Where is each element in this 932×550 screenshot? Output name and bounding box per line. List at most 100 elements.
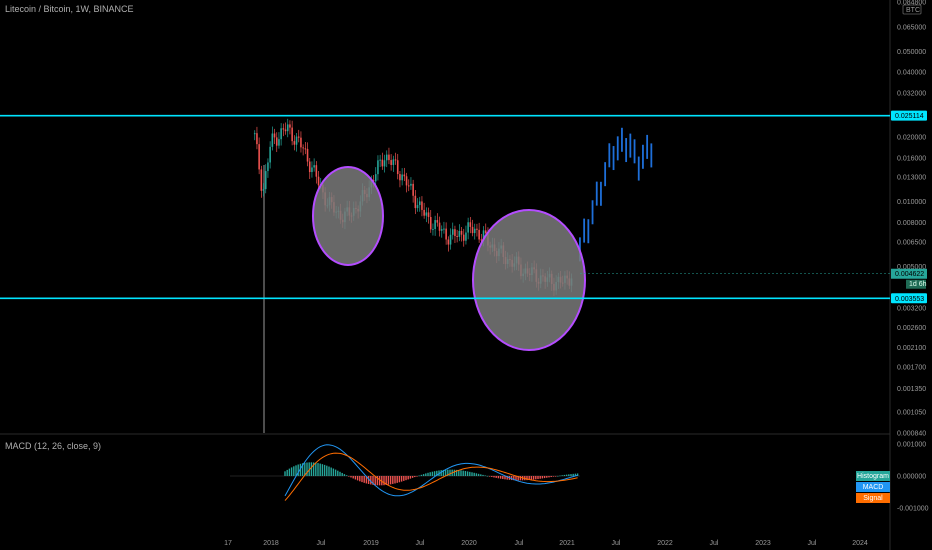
macd-histogram-bar <box>436 470 438 476</box>
candle-body <box>385 154 388 161</box>
macd-histogram-bar <box>499 476 502 479</box>
macd-histogram-bar <box>526 476 528 481</box>
candle-body <box>394 159 397 161</box>
candle-body <box>427 212 430 217</box>
x-tick-label: Jul <box>808 540 817 547</box>
candle-body <box>410 183 412 186</box>
candle-body <box>278 139 280 146</box>
macd-histogram-bar <box>343 474 346 476</box>
macd-histogram-bar <box>433 471 436 476</box>
candle-body <box>308 161 311 173</box>
candle-body <box>471 226 474 234</box>
main-panel <box>0 0 890 434</box>
candle-body <box>271 133 274 147</box>
macd-histogram-bar <box>299 463 302 476</box>
projection-bar <box>600 181 602 206</box>
macd-histogram-bar <box>537 476 539 480</box>
candle-body <box>458 230 461 237</box>
y-tick-label: 0.001700 <box>897 365 926 372</box>
y-tick-label: 0.010000 <box>897 199 926 206</box>
macd-histogram-bar <box>429 472 431 476</box>
x-tick-label: 2019 <box>363 540 379 547</box>
macd-histogram-bar <box>541 476 544 479</box>
candle-body <box>429 216 432 230</box>
last-price-tag <box>891 268 927 279</box>
macd-histogram-bar <box>513 476 515 481</box>
macd-histogram-bar <box>374 476 376 486</box>
macd-title: MACD (12, 26, close, 9) <box>5 441 102 451</box>
macd-histogram-bar <box>321 464 324 476</box>
macd-histogram-bar <box>447 469 449 476</box>
macd-histogram-bar <box>559 475 561 477</box>
projection-bar <box>604 162 607 187</box>
candle-body <box>286 124 289 132</box>
candle-body <box>447 239 450 245</box>
candle-body <box>484 230 487 234</box>
macd-histogram-bar <box>466 471 469 476</box>
currency-badge-label: BTC <box>906 7 920 14</box>
macd-histogram-bar <box>394 476 396 484</box>
macd-histogram-bar <box>332 468 335 476</box>
candle-body <box>269 146 271 163</box>
y-tick-label: 0.002600 <box>897 325 926 332</box>
projection-bar <box>646 134 649 159</box>
x-tick-label: Jul <box>317 540 326 547</box>
macd-histogram-bar <box>323 464 326 476</box>
macd-histogram-bar <box>396 476 398 483</box>
candle-body <box>416 205 419 209</box>
x-tick-label: Jul <box>515 540 524 547</box>
y-tick-label: 0.008000 <box>897 220 926 227</box>
macd-histogram-bar <box>304 462 306 476</box>
projection-bar <box>583 218 586 243</box>
candle-body <box>317 176 320 186</box>
macd-histogram-bar <box>288 468 291 476</box>
candle-body <box>436 220 439 223</box>
candle-body <box>267 162 269 172</box>
candle-body <box>480 239 483 241</box>
x-tick-label: 2018 <box>263 540 279 547</box>
macd-histogram-bar <box>310 462 313 476</box>
projection-bar <box>629 133 632 158</box>
candle-body <box>432 229 434 231</box>
macd-histogram-bar <box>422 474 425 476</box>
macd-histogram-bar <box>293 466 295 476</box>
y-tick-label: 0.084800 <box>897 0 926 7</box>
macd-histogram-bar <box>469 471 471 476</box>
candle-body <box>412 183 414 196</box>
candle-body <box>443 228 445 230</box>
macd-histogram-bar <box>473 472 475 476</box>
candle-body <box>465 232 467 241</box>
macd-histogram-bar <box>543 476 546 479</box>
candle-body <box>258 144 260 170</box>
macd-y-tick-label: 0.000000 <box>897 474 926 481</box>
macd-histogram-bar <box>460 470 462 476</box>
macd-histogram-bar <box>563 474 566 476</box>
macd-histogram-bar <box>290 467 293 476</box>
macd-histogram-bar <box>497 476 500 479</box>
candle-body <box>421 201 423 210</box>
macd-histogram-bar <box>392 476 394 484</box>
macd-histogram-bar <box>356 476 359 481</box>
y-tick-label: 0.065000 <box>897 24 926 31</box>
chart-title: Litecoin / Bitcoin, 1W, BINANCE <box>5 4 134 14</box>
candle-body <box>425 212 428 216</box>
macd-histogram-bar <box>354 476 357 480</box>
macd-histogram-bar <box>409 476 412 479</box>
macd-histogram-bar <box>539 476 541 479</box>
macd-histogram-bar <box>495 476 497 478</box>
candle-body <box>262 189 265 191</box>
candle-body <box>396 160 399 175</box>
macd-histogram-bar <box>348 476 350 477</box>
macd-histogram-bar <box>504 476 506 480</box>
y-tick-label: 0.040000 <box>897 70 926 77</box>
macd-histogram-bar <box>431 471 434 476</box>
macd-histogram-bar <box>548 476 550 478</box>
macd-histogram-bar <box>350 476 352 478</box>
candle-body <box>451 229 454 235</box>
y-tick-label: 0.000840 <box>897 431 926 438</box>
macd-histogram-bar <box>565 474 568 476</box>
projection-bar <box>591 200 594 225</box>
y-tick-label: 0.006500 <box>897 239 926 246</box>
candle-body <box>374 174 377 182</box>
